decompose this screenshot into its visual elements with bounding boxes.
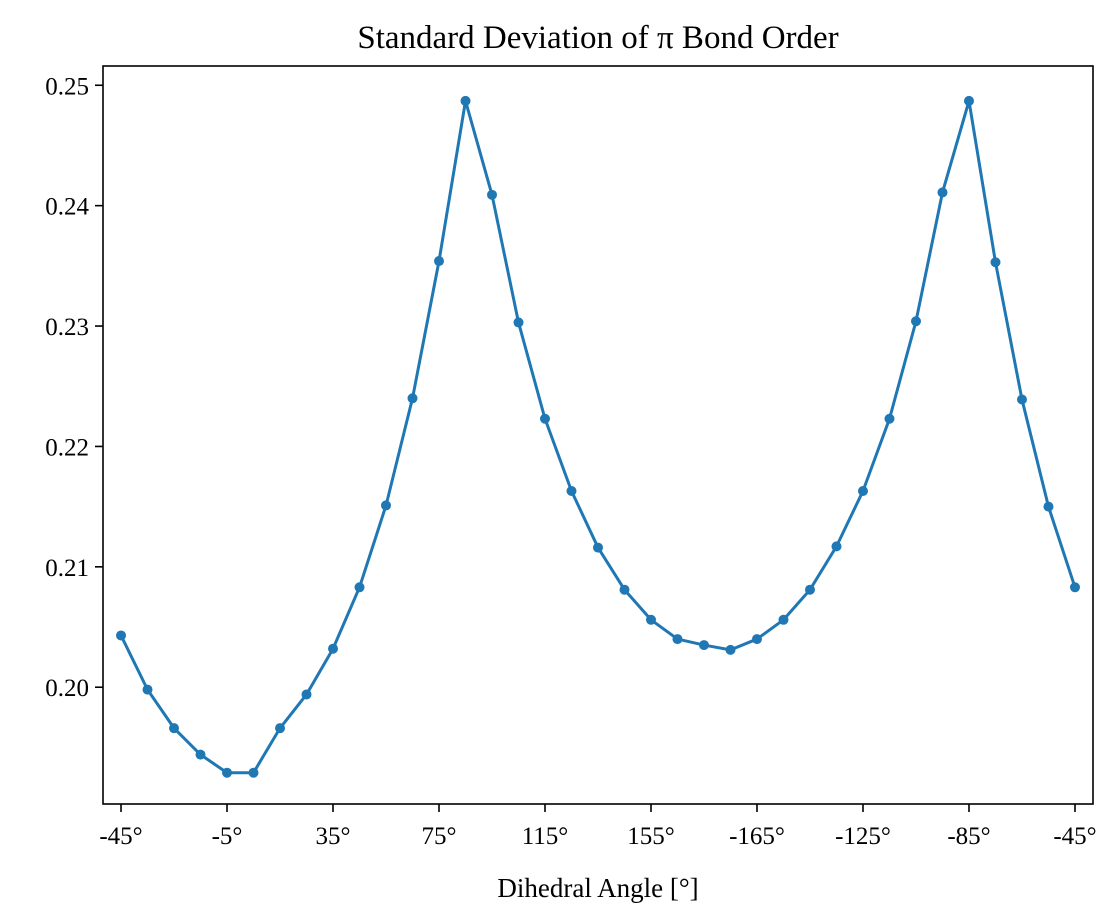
data-point — [910, 316, 921, 327]
data-point — [328, 643, 339, 654]
data-point — [142, 684, 153, 695]
data-point — [513, 317, 524, 328]
data-point — [857, 485, 868, 496]
y-tick-label: 0.22 — [45, 434, 89, 461]
chart-title: Standard Deviation of π Bond Order — [357, 20, 838, 56]
y-tick-label: 0.24 — [45, 194, 89, 221]
x-tick-label: -45° — [99, 823, 142, 850]
y-tick-label: 0.25 — [45, 73, 89, 100]
data-point — [804, 584, 815, 595]
y-tick-label: 0.20 — [45, 675, 89, 702]
x-tick-label: -125° — [835, 823, 891, 850]
data-point — [937, 187, 948, 198]
data-point — [195, 749, 206, 760]
x-axis-label: Dihedral Angle [°] — [497, 873, 698, 903]
x-tick-label: -45° — [1053, 823, 1096, 850]
series-line — [119, 99, 1077, 775]
data-point — [645, 614, 656, 625]
data-point — [884, 413, 895, 424]
x-axis: -45° -5° 35° 75° 115° 155° -165° -125° -85° -45° — [99, 804, 1097, 850]
data-point — [593, 542, 603, 553]
data-point — [116, 630, 127, 641]
data-point — [275, 723, 286, 734]
data-point — [460, 95, 471, 106]
x-tick-label: -5° — [212, 823, 243, 850]
data-point — [381, 500, 392, 511]
data-point — [354, 582, 365, 593]
data-point — [778, 614, 789, 625]
data-point — [1016, 394, 1027, 405]
plot-frame — [102, 65, 1094, 805]
x-tick-label: 35° — [316, 823, 351, 850]
data-point — [487, 189, 498, 200]
x-tick-label: 115° — [522, 823, 569, 850]
data-point — [1069, 582, 1080, 593]
data-point — [672, 634, 683, 645]
data-point — [990, 257, 1001, 268]
data-point — [725, 644, 736, 655]
data-point — [301, 689, 312, 700]
y-tick-label: 0.21 — [45, 555, 89, 582]
data-point — [540, 413, 551, 424]
data-point — [619, 584, 630, 595]
x-tick-label: 75° — [422, 823, 457, 850]
data-point — [963, 95, 974, 106]
x-tick-label: -85° — [947, 823, 990, 850]
data-point — [698, 640, 709, 651]
data-point — [248, 767, 259, 778]
x-tick-label: -165° — [729, 823, 785, 850]
y-axis: 0.20 0.21 0.22 0.23 0.24 0.25 — [45, 73, 103, 702]
y-tick-label: 0.23 — [45, 314, 89, 341]
x-tick-label: 155° — [627, 823, 675, 850]
data-point — [1043, 501, 1054, 512]
data-point — [434, 256, 445, 267]
data-point — [751, 634, 762, 645]
data-point — [222, 767, 233, 778]
data-point — [169, 723, 180, 734]
data-point — [407, 393, 418, 404]
data-point — [566, 485, 577, 496]
data-point — [831, 541, 842, 552]
series-layer — [116, 95, 1080, 778]
